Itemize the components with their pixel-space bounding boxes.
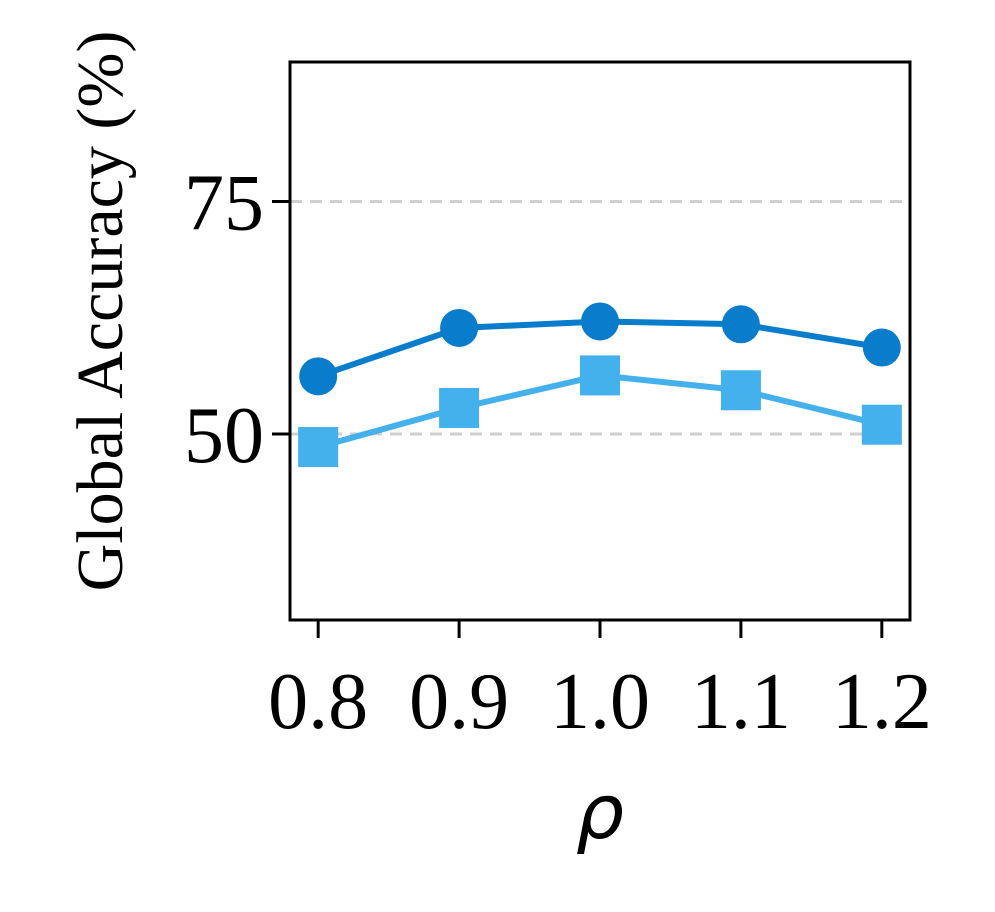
x-tick-label-2: 1.0 — [550, 658, 650, 746]
x-tick-label-3: 1.1 — [691, 658, 791, 746]
x-tick-label-1: 0.9 — [409, 658, 509, 746]
series-layer — [298, 302, 902, 468]
series-0-point-2 — [581, 302, 619, 341]
series-0-point-3 — [721, 305, 760, 344]
grid-layer — [290, 200, 910, 436]
series-1-point-1 — [439, 387, 480, 428]
series-1-point-3 — [720, 370, 761, 411]
series-0-point-0 — [299, 357, 338, 396]
y-axis-label: Global Accuracy (%) — [64, 31, 137, 592]
series-0-point-4 — [862, 328, 901, 367]
x-tick-label-0: 0.8 — [268, 658, 368, 746]
series-1-point-0 — [298, 427, 339, 468]
tick-layer: 50 75 0.8 0.9 1.0 1.1 1.2 — [184, 160, 932, 747]
x-axis-label: ρ — [576, 767, 624, 856]
series-1-point-2 — [580, 355, 620, 396]
series-0-point-1 — [440, 308, 479, 347]
series-1-point-4 — [861, 404, 902, 445]
plot-frame — [288, 60, 912, 622]
y-tick-label-0: 50 — [184, 392, 264, 480]
x-tick-label-4: 1.2 — [832, 658, 932, 746]
y-tick-label-1: 75 — [184, 160, 264, 248]
